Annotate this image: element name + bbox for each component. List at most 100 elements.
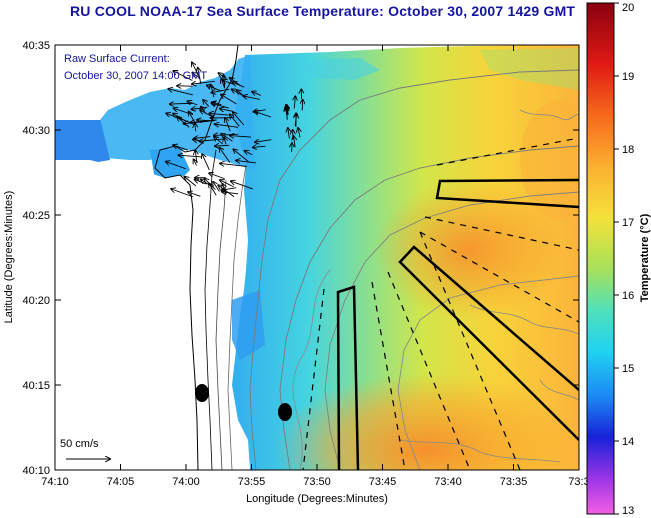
current-vector (243, 96, 260, 100)
current-vector (197, 120, 215, 121)
x-tick-label: 73:40 (434, 476, 462, 488)
current-vector (178, 155, 202, 157)
current-vector (220, 109, 234, 112)
x-tick-label: 73:45 (369, 476, 397, 488)
x-tick-label: 73:35 (500, 476, 528, 488)
y-tick-label: 40:10 (22, 465, 50, 477)
current-vector (212, 102, 222, 105)
y-axis-label: Latitude (Degrees:Minutes) (3, 191, 15, 324)
current-vector (211, 88, 230, 92)
current-vector (166, 113, 190, 123)
current-vector (192, 62, 201, 79)
x-tick-label: 73:50 (303, 476, 331, 488)
station-marker (195, 384, 209, 402)
current-vector (192, 73, 201, 79)
contours (154, 45, 579, 470)
current-vector (255, 140, 272, 143)
current-vector (231, 181, 253, 190)
current-vector (221, 134, 233, 142)
current-vector (193, 140, 204, 142)
current-vector (209, 183, 217, 196)
current-vector (230, 78, 241, 86)
colorbar-tick-label: 18 (622, 144, 634, 156)
current-vector (253, 110, 266, 112)
colorbar-tick-label: 13 (622, 505, 634, 517)
x-tick-label: 74:10 (41, 476, 69, 488)
y-tick-label: 40:30 (22, 125, 50, 137)
colorbar-tick-label: 19 (622, 71, 634, 83)
current-vector (233, 82, 245, 88)
current-vector (286, 107, 287, 120)
current-vector (173, 71, 193, 81)
current-vector (213, 182, 220, 192)
current-vector (188, 192, 201, 197)
colorbar-label: Temperature (°C) (639, 213, 651, 302)
current-vector (215, 124, 239, 128)
colorbar-tick-label: 14 (622, 436, 634, 448)
current-vector (185, 177, 197, 187)
x-tick-label: 74:00 (172, 476, 200, 488)
station-marker (278, 403, 292, 421)
current-vector (230, 114, 240, 127)
current-vector (202, 154, 210, 171)
current-vector (203, 100, 210, 107)
colorbar-tick-label: 15 (622, 363, 634, 375)
current-vector (174, 108, 194, 116)
surface-current-vectors (166, 62, 303, 198)
current-label: Raw Surface Current: (64, 53, 170, 65)
x-tick-label: 74:05 (107, 476, 135, 488)
current-vector (195, 151, 197, 164)
current-vector (233, 112, 245, 126)
current-vector (200, 110, 216, 119)
scale-label: 50 cm/s (60, 438, 99, 450)
y-tick-label: 40:35 (22, 40, 50, 52)
y-tick-label: 40:25 (22, 210, 50, 222)
survey-lines (302, 137, 579, 470)
current-vector (199, 139, 225, 142)
y-tick-label: 40:20 (22, 295, 50, 307)
current-vector (192, 80, 215, 84)
current-vector (233, 149, 249, 163)
current-vector (224, 137, 226, 145)
current-vector (215, 145, 230, 146)
x-axis-label: Longitude (Degrees:Minutes) (246, 493, 388, 505)
current-vector (173, 145, 188, 151)
current-vector (225, 118, 231, 132)
current-vector (219, 73, 227, 79)
current-vector (221, 95, 237, 105)
current-vector (298, 128, 300, 138)
current-date: October 30, 2007 14:00 GMT (64, 70, 207, 82)
current-vector (170, 103, 193, 104)
current-vector (209, 113, 229, 115)
colorbar-tick-label: 17 (622, 217, 634, 229)
y-axis: 40:35 40:30 40:25 40:20 40:15 40:10 (22, 40, 579, 477)
current-vector (221, 188, 237, 191)
current-vector (166, 162, 186, 170)
current-vector (288, 128, 290, 139)
x-tick-label: 73:3 (568, 476, 589, 488)
current-vector (168, 89, 193, 96)
current-vector (219, 148, 231, 163)
current-vector (294, 96, 295, 109)
colorbar (586, 2, 615, 515)
current-vector (209, 173, 225, 180)
x-axis: 74:10 74:05 74:00 73:55 73:50 73:45 73:40 73:35… (41, 45, 590, 488)
colorbar-ticks: 20 19 18 17 16 15 14 13 (614, 2, 634, 517)
current-vector (184, 121, 210, 124)
current-vector (244, 151, 253, 156)
colorbar-tick-label: 16 (622, 290, 634, 302)
current-vector (220, 163, 247, 167)
current-vector (194, 159, 197, 166)
current-vector (253, 146, 266, 147)
current-vector (294, 136, 296, 148)
current-vector (236, 160, 257, 163)
x-tick-label: 73:55 (238, 476, 266, 488)
current-vector (171, 189, 194, 198)
current-vector (295, 114, 297, 127)
current-vector (252, 92, 262, 96)
map-title: RU COOL NOAA-17 Sea Surface Temperature:… (70, 3, 576, 19)
y-tick-label: 40:15 (22, 380, 50, 392)
current-vector (220, 180, 234, 188)
current-vector (198, 68, 202, 85)
